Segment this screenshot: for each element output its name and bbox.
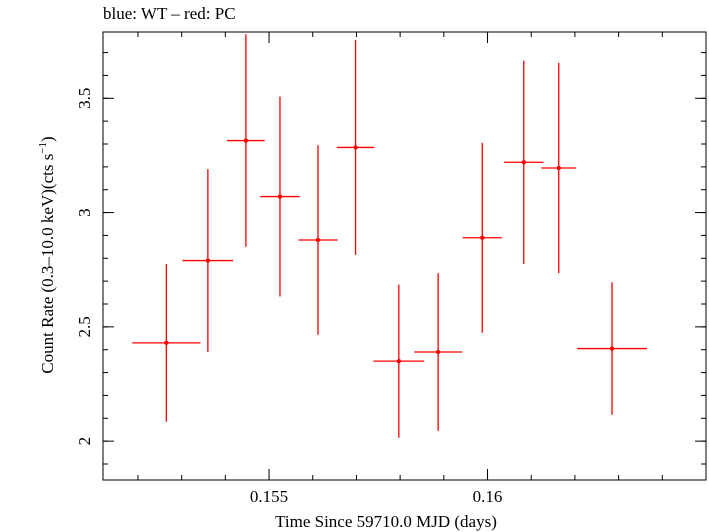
y-tick-label: 3 [75, 208, 94, 217]
data-marker [353, 145, 358, 150]
data-point [182, 169, 234, 352]
axis-ticks [103, 32, 707, 480]
data-marker [435, 349, 441, 355]
plot-frame [102, 31, 707, 481]
data-marks [132, 34, 648, 438]
data-marker [315, 237, 321, 243]
data-marker [556, 165, 561, 171]
data-marker [164, 340, 169, 346]
data-point [227, 34, 265, 247]
y-axis-label-main: Count Rate (0.3–10.0 keV)(cts s [38, 154, 57, 374]
y-tick-label: 2 [75, 437, 94, 446]
data-marker [205, 258, 211, 263]
y-axis-label: Count Rate (0.3–10.0 keV)(cts s−1) [37, 136, 57, 373]
data-marker [243, 138, 249, 143]
x-tick-label: 0.155 [250, 487, 288, 506]
tick-labels: 0.155 0.16 2 2.5 3 3.5 [75, 88, 502, 506]
x-tick-label: 0.16 [473, 487, 503, 506]
data-point [541, 62, 577, 274]
data-marker [521, 160, 526, 165]
x-axis-label: Time Since 59710.0 MJD (days) [275, 512, 497, 531]
data-marker [396, 358, 402, 364]
data-point [132, 264, 201, 422]
data-point [504, 60, 544, 264]
y-tick-label: 2.5 [75, 316, 94, 337]
y-axis-label-close: ) [38, 136, 57, 142]
y-tick-label: 3.5 [75, 88, 94, 109]
data-marker [609, 346, 615, 351]
data-point [336, 40, 375, 255]
y-axis-label-exponent: −1 [37, 142, 49, 154]
data-point [373, 284, 425, 438]
data-point [462, 142, 502, 333]
data-marker [277, 194, 283, 199]
chart-title: blue: WT – red: PC [103, 4, 236, 23]
data-marker [480, 235, 485, 240]
data-point [414, 273, 463, 431]
data-point [298, 145, 338, 335]
data-point [260, 96, 300, 297]
data-point [577, 282, 648, 415]
